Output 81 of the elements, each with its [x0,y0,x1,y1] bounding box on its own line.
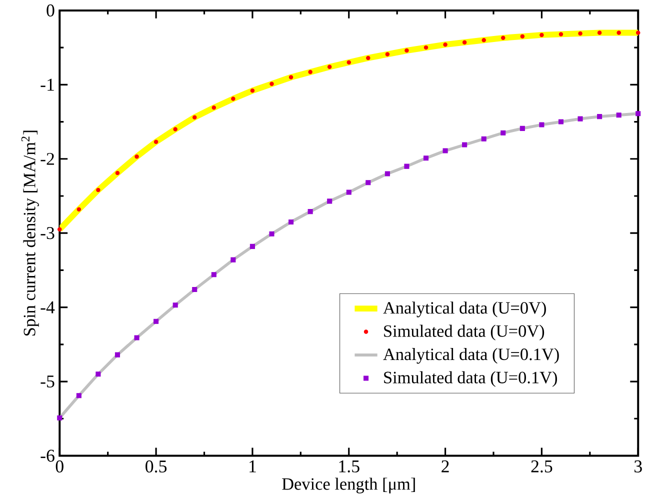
point [212,105,216,110]
point [76,392,82,398]
point [115,170,120,175]
point [114,352,120,358]
point [192,286,198,292]
point [57,415,62,420]
legend-label: Analytical data (U=0.1V) [383,348,559,364]
point [540,32,544,37]
point [96,371,101,376]
point [308,208,313,214]
point [346,60,351,64]
y-tick-label: -4 [40,301,55,313]
point [520,34,525,38]
y-tick-label: -1 [40,78,54,90]
point [500,130,506,136]
point [404,164,410,169]
y-tick-label: -5 [40,375,54,388]
point [211,272,216,277]
point [404,48,409,52]
point [154,318,159,324]
x-tick-label: 3 [634,460,642,472]
point [327,198,332,204]
point [76,207,82,212]
y-tick-label: -6 [40,450,54,462]
x-tick-label: 1 [250,460,256,472]
point [269,231,274,236]
point [616,112,622,118]
legend-label: Simulated data (U=0V) [384,324,544,340]
point [462,40,467,44]
point [462,142,468,148]
point [346,190,352,195]
y-tick-label: -2 [40,152,54,165]
point [424,45,428,50]
point [134,154,139,159]
y-axis-title: Spin current density [MA/m$^{2}$] [21,130,39,336]
point [385,52,390,56]
point [288,74,294,80]
point [250,88,255,93]
point [288,219,294,224]
x-tick-label: 0 [56,460,64,472]
point [558,32,564,36]
point [327,64,332,69]
point [539,122,544,128]
x-tick-label: 2.5 [531,460,552,472]
point [231,96,236,101]
point [578,31,582,36]
point [172,302,178,308]
point [308,70,312,74]
point [520,126,525,131]
x-tick-label: 0.5 [146,460,167,472]
point [578,116,583,122]
legend-label: Analytical data (U=0V) [383,301,546,318]
point [482,38,486,42]
x-tick-label: 2 [442,460,449,472]
point [134,335,140,340]
point [366,180,371,185]
legend-label: Simulated data (U=0.1V) [384,371,557,387]
point [501,36,506,40]
point [636,110,641,116]
point [481,136,486,142]
point [423,155,429,160]
point [384,170,390,176]
point [58,227,62,232]
y-tick-label: 0 [46,4,54,16]
point [443,42,448,46]
point [154,139,158,144]
y-tick-label: -3 [40,226,54,239]
point [597,114,602,119]
x-axis-title: Device length [μm] [282,477,415,494]
point [558,119,564,124]
point [173,126,178,132]
point [192,114,197,120]
x-tick-label: 1.5 [339,460,360,472]
point [597,30,602,35]
point [96,188,100,192]
point [616,30,621,35]
point [230,257,236,262]
point [442,148,448,154]
point [270,82,274,86]
point [250,244,255,249]
point [366,56,370,60]
